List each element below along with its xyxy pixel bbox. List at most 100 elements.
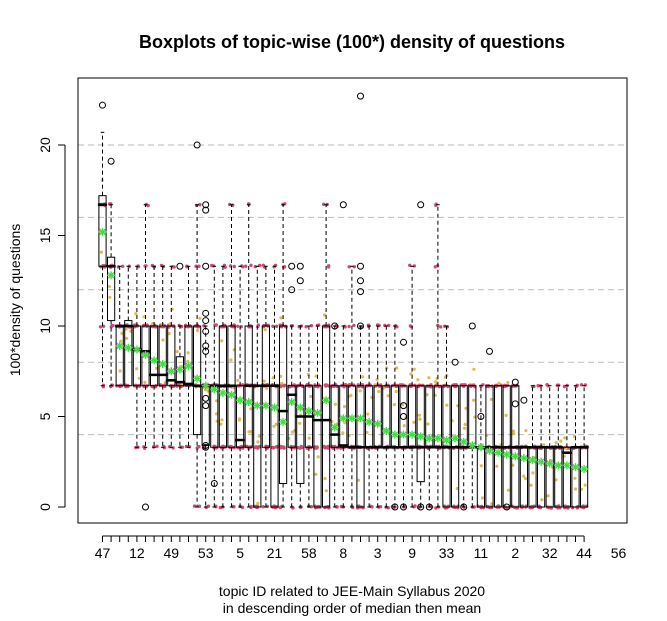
jitter-point bbox=[436, 323, 440, 327]
jitter-point bbox=[124, 327, 128, 331]
jitter-point bbox=[529, 483, 533, 487]
x-tick-label: 21 bbox=[267, 545, 283, 561]
x-tick-label: 32 bbox=[542, 545, 558, 561]
mean-marker bbox=[571, 463, 580, 472]
jitter-point bbox=[540, 498, 544, 502]
jitter-point bbox=[412, 367, 416, 371]
jitter-point bbox=[554, 478, 558, 482]
box bbox=[322, 325, 331, 508]
outlier-point bbox=[202, 206, 210, 214]
x-tick-label: 12 bbox=[129, 545, 145, 561]
mean-marker-stroke bbox=[408, 431, 416, 438]
jitter-point bbox=[427, 376, 431, 380]
mean-marker bbox=[132, 345, 141, 354]
jitter-point bbox=[271, 324, 275, 328]
jitter-point bbox=[497, 381, 501, 385]
mean-marker bbox=[485, 446, 494, 455]
jitter-point bbox=[542, 443, 546, 447]
jitter-point bbox=[160, 323, 164, 327]
jitter-point bbox=[434, 380, 438, 384]
jitter-point bbox=[352, 265, 356, 269]
jitter-point bbox=[413, 504, 417, 508]
mean-marker-stroke bbox=[322, 396, 330, 404]
jitter-point bbox=[282, 265, 287, 269]
mean-marker-stroke bbox=[451, 434, 459, 442]
y-tick-label: 0 bbox=[37, 503, 53, 511]
x-axis-label-line1: topic ID related to JEE-Main Syllabus 20… bbox=[219, 583, 485, 599]
jitter-point bbox=[108, 295, 112, 299]
jitter-point bbox=[180, 445, 184, 449]
x-tick-label: 49 bbox=[164, 545, 180, 561]
mean-marker-stroke bbox=[357, 415, 364, 422]
jitter-point bbox=[495, 464, 499, 468]
mean-marker bbox=[261, 401, 270, 410]
jitter-point bbox=[213, 323, 217, 327]
outlier-point bbox=[486, 347, 493, 355]
outlier-point bbox=[288, 262, 296, 270]
mean-marker bbox=[175, 365, 184, 374]
jitter-point bbox=[480, 496, 484, 500]
outlier-point bbox=[331, 322, 339, 330]
jitter-point bbox=[463, 422, 467, 427]
outlier-point bbox=[417, 201, 425, 209]
mean-marker bbox=[442, 436, 451, 445]
jitter-point bbox=[272, 424, 276, 428]
box bbox=[416, 385, 425, 483]
mean-marker-stroke bbox=[520, 454, 528, 462]
mean-marker-stroke bbox=[245, 398, 252, 406]
jitter-point bbox=[333, 402, 337, 406]
mean-marker bbox=[253, 401, 262, 410]
mean-marker bbox=[390, 430, 399, 439]
jitter-point bbox=[439, 325, 443, 329]
x-axis: 47 12 49 53 5 21 58 8 3 9 33 11 2 32 44 56 bbox=[95, 535, 626, 561]
jitter-point bbox=[109, 325, 114, 329]
jitter-point bbox=[219, 422, 223, 426]
jitter-point bbox=[120, 331, 124, 335]
mean-marker-stroke bbox=[434, 434, 442, 442]
jitter-point bbox=[417, 413, 421, 417]
x-tick-label: 2 bbox=[511, 545, 519, 561]
jitter-point bbox=[386, 394, 390, 398]
jitter-point bbox=[343, 404, 347, 409]
jitter-point bbox=[167, 332, 171, 336]
box bbox=[193, 325, 202, 436]
mean-marker bbox=[270, 403, 279, 412]
mean-marker bbox=[158, 360, 167, 369]
jitter-point bbox=[349, 393, 353, 398]
mean-marker bbox=[184, 361, 193, 370]
jitter-point bbox=[197, 264, 201, 268]
mean-marker-stroke bbox=[271, 404, 278, 411]
mean-marker-stroke bbox=[150, 357, 158, 364]
jitter-point bbox=[137, 376, 141, 380]
mean-marker bbox=[356, 414, 365, 423]
mean-marker-stroke bbox=[228, 391, 235, 399]
mean-marker bbox=[141, 350, 150, 359]
outlier-point bbox=[357, 277, 364, 285]
x-tick-label: 33 bbox=[439, 545, 455, 561]
jitter-point bbox=[334, 505, 339, 509]
mean-markers bbox=[98, 227, 589, 473]
outlier-point bbox=[400, 503, 407, 511]
mean-marker-stroke bbox=[348, 415, 356, 422]
jitter-point bbox=[197, 444, 201, 449]
mean-marker-stroke bbox=[383, 427, 390, 435]
jitter-point bbox=[506, 488, 510, 492]
jitter-point bbox=[347, 265, 351, 269]
box bbox=[184, 325, 193, 387]
jitter-point bbox=[278, 505, 282, 510]
chart-title: Boxplots of topic-wise (100*) density of… bbox=[139, 32, 565, 52]
jitter-point bbox=[314, 472, 318, 476]
jitter-point bbox=[378, 505, 383, 509]
jitter-point bbox=[244, 264, 248, 268]
x-tick-label: 58 bbox=[301, 545, 317, 561]
outlier-point bbox=[202, 262, 210, 270]
outlier-point bbox=[202, 317, 210, 325]
outlier-point bbox=[176, 262, 184, 270]
jitter-point bbox=[195, 328, 200, 333]
mean-marker-stroke bbox=[529, 456, 536, 464]
jitter-point bbox=[290, 430, 295, 434]
mean-marker-stroke bbox=[374, 420, 381, 428]
outlier-point bbox=[107, 157, 115, 165]
